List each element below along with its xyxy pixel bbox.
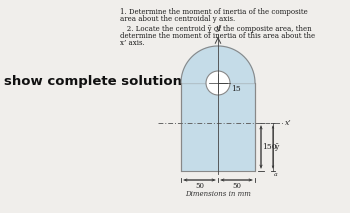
Text: Dimensions in mm: Dimensions in mm bbox=[185, 190, 251, 198]
Text: 2. Locate the centroid ȳ of the composite area, then: 2. Locate the centroid ȳ of the composit… bbox=[120, 25, 312, 33]
Text: x’: x’ bbox=[285, 119, 292, 127]
Text: 150: 150 bbox=[262, 143, 276, 151]
Text: y: y bbox=[216, 24, 220, 32]
Text: ȳ: ȳ bbox=[274, 143, 278, 151]
Polygon shape bbox=[181, 46, 255, 83]
Text: 50: 50 bbox=[195, 182, 204, 190]
Text: 1. Determine the moment of inertia of the composite: 1. Determine the moment of inertia of th… bbox=[120, 8, 308, 16]
Text: x’ axis.: x’ axis. bbox=[120, 39, 145, 47]
Text: area about the centroidal y axis.: area about the centroidal y axis. bbox=[120, 15, 235, 23]
Text: 15: 15 bbox=[231, 85, 241, 93]
Text: show complete solution: show complete solution bbox=[4, 75, 182, 88]
Text: a: a bbox=[274, 172, 278, 177]
Text: determine the moment of inertia of this area about the: determine the moment of inertia of this … bbox=[120, 32, 315, 40]
Text: 50: 50 bbox=[232, 182, 241, 190]
Bar bbox=[181, 83, 255, 171]
Circle shape bbox=[206, 71, 230, 95]
